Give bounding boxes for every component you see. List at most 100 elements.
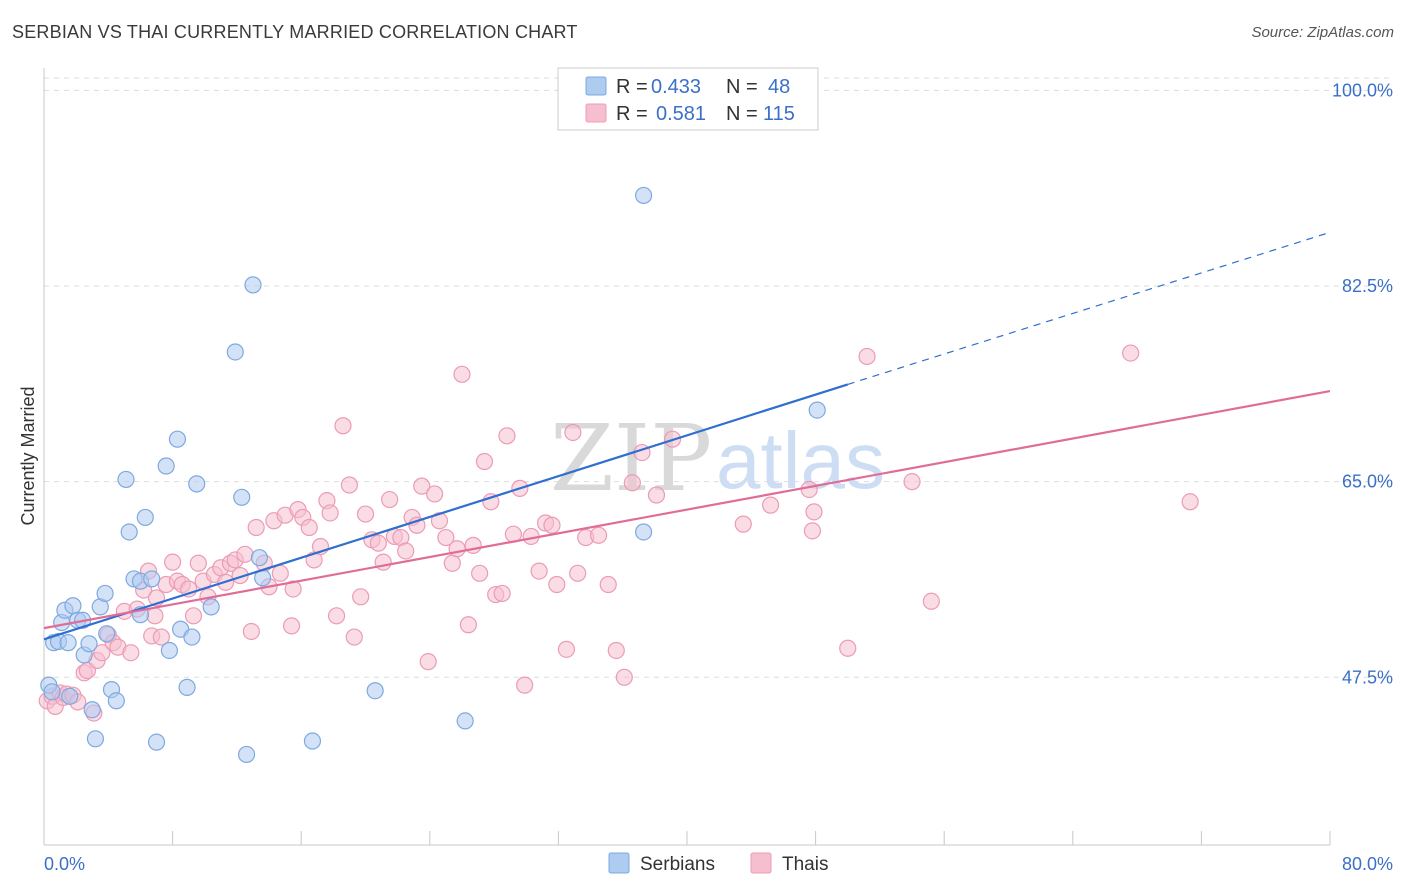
x-tick-label-min: 0.0% <box>44 854 85 874</box>
serbians-point <box>80 635 98 653</box>
thais-point <box>300 518 318 537</box>
serbians-point <box>117 470 135 489</box>
thais-point <box>426 485 444 503</box>
serbians-point <box>178 678 196 696</box>
legend-n-value-thais: 115 <box>763 103 795 125</box>
thais-point <box>93 644 111 662</box>
thais-point <box>548 575 566 594</box>
thais-point <box>1122 344 1140 362</box>
x-tick-label-max: 80.0% <box>1342 854 1393 874</box>
serbians-point <box>634 523 653 541</box>
watermark-atlas: atlas <box>716 416 885 505</box>
thais-point <box>345 628 363 646</box>
serbians-point <box>244 276 262 294</box>
series-serbians-points <box>40 186 826 764</box>
thais-point <box>623 474 641 492</box>
legend-r-value-thais: 0.581 <box>656 103 706 125</box>
serbians-point <box>143 570 161 588</box>
serbians-point <box>226 343 244 361</box>
thais-point <box>453 365 471 383</box>
watermark: ZIP atlas <box>550 405 885 512</box>
serbians-point <box>160 641 178 660</box>
legend-n-label-serbians: N = <box>726 76 758 98</box>
thais-point <box>282 617 301 635</box>
serbians-point <box>233 488 251 506</box>
serbians-point <box>43 683 61 701</box>
serbians-trend-line <box>43 383 849 641</box>
serbians-point <box>61 687 79 705</box>
thais-point <box>189 554 207 572</box>
thais-point <box>475 452 494 471</box>
serbians-point <box>136 508 154 527</box>
y-tick-label: 100.0% <box>1332 80 1393 100</box>
thais-point <box>334 417 352 435</box>
thais-point <box>839 639 857 657</box>
thais-point <box>800 480 818 499</box>
legend-n-value-serbians: 48 <box>768 76 790 98</box>
serbians-point <box>86 730 105 748</box>
chart-title: SERBIAN VS THAI CURRENTLY MARRIED CORREL… <box>12 22 578 42</box>
thais-point <box>327 607 346 625</box>
thais-point <box>761 496 780 514</box>
thais-point <box>321 504 339 522</box>
legend-r-label-serbians: R = <box>616 76 648 98</box>
serbians-point <box>107 692 125 710</box>
thais-point <box>356 505 375 523</box>
serbians-point <box>303 732 322 750</box>
thais-point <box>589 526 608 544</box>
thais-point <box>146 607 164 625</box>
serbians-point <box>183 628 201 646</box>
source-label: Source: ZipAtlas.com <box>1251 24 1394 41</box>
correlation-legend: R = 0.433 N = 48 R = 0.581 N = 115 <box>557 67 819 131</box>
serbians-point <box>188 475 206 493</box>
trend-lines <box>43 231 1331 641</box>
watermark-zip: ZIP <box>550 405 712 512</box>
thais-point <box>352 588 370 606</box>
y-tick-label: 47.5% <box>1342 667 1393 687</box>
serbians-point <box>98 625 116 643</box>
thais-point <box>922 592 940 610</box>
thais-point <box>247 518 265 537</box>
serbians-point <box>168 430 187 448</box>
serbians-point <box>808 401 826 419</box>
serbians-point <box>456 712 474 730</box>
thais-point <box>413 477 431 495</box>
serbians-trend-extension <box>847 231 1331 385</box>
bottom-legend-swatch-serbians <box>608 852 630 874</box>
series-legend: Serbians Thais <box>608 852 828 875</box>
thais-point <box>734 515 752 533</box>
thais-point <box>471 564 489 582</box>
thais-point <box>242 622 260 641</box>
y-tick-labels: 47.5% 65.0% 82.5% 100.0% <box>1332 80 1393 687</box>
thais-point <box>459 616 477 634</box>
thais-point <box>498 427 516 445</box>
bottom-legend-label-serbians: Serbians <box>640 854 715 875</box>
thais-point <box>805 503 823 521</box>
thais-point <box>543 516 561 534</box>
thais-point <box>530 562 548 580</box>
series-thais-points <box>38 344 1199 722</box>
thais-point <box>493 584 511 603</box>
bottom-legend-label-thais: Thais <box>782 854 828 875</box>
thais-point <box>437 528 455 547</box>
thais-point <box>903 473 921 491</box>
thais-point <box>184 607 203 625</box>
bottom-legend-swatch-thais <box>750 852 772 874</box>
thais-point <box>615 668 633 686</box>
gridlines <box>44 77 1394 678</box>
serbians-point <box>120 523 138 541</box>
serbians-point <box>237 745 256 764</box>
serbians-point <box>250 549 269 567</box>
serbians-point <box>202 598 220 616</box>
thais-point <box>557 640 576 658</box>
legend-swatch-serbians <box>585 76 607 96</box>
thais-point <box>374 553 392 571</box>
y-axis-title: Currently Married <box>18 386 38 525</box>
thais-point <box>419 653 437 671</box>
serbians-point <box>96 584 114 603</box>
thais-point <box>647 486 666 504</box>
thais-point <box>271 564 289 582</box>
thais-point <box>803 522 821 540</box>
serbians-point <box>147 733 166 751</box>
serbians-point <box>366 682 384 700</box>
